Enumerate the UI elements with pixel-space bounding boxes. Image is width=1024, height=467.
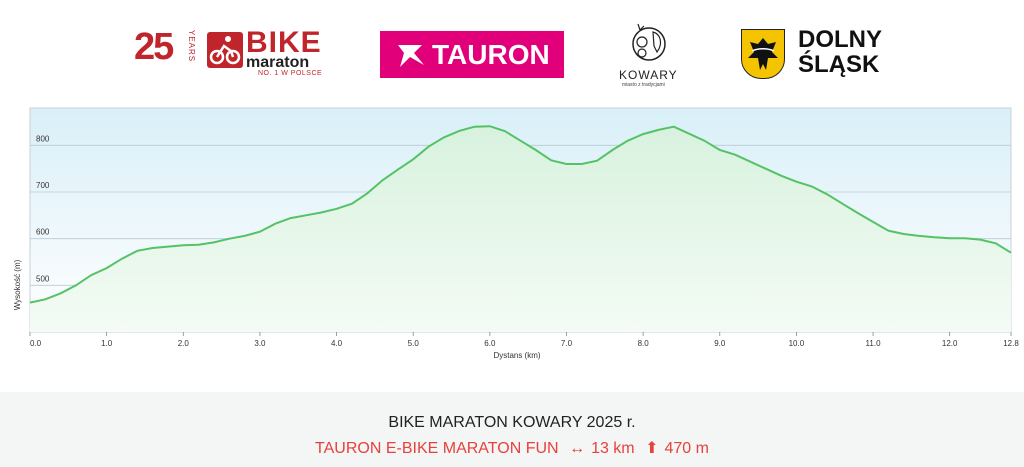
y-axis-ticks: 500 600 700 800 — [36, 134, 50, 283]
elevation-icon: ⬆ — [645, 440, 659, 457]
eagle-crest-icon — [741, 29, 785, 79]
route-elevation: 470 m — [664, 440, 709, 457]
x-tick-label: 6.0 — [484, 339, 496, 348]
elevation-area — [30, 126, 1011, 332]
route-footer: BIKE MARATON KOWARY 2025 r. TAURON E-BIK… — [0, 392, 1024, 467]
dolny-slask-name: DOLNY ŚLĄSK — [798, 27, 882, 77]
cyclist-icon — [207, 32, 243, 68]
elevation-line — [29, 125, 1012, 304]
route-name: TAURON E-BIKE MARATON FUN — [315, 440, 559, 457]
x-tick-label: 5.0 — [408, 339, 420, 348]
route-distance: 13 km — [591, 440, 635, 457]
tauron-name: TAURON — [432, 39, 550, 70]
tauron-mark-icon — [398, 45, 424, 67]
x-tick-label: 12.0 — [942, 339, 958, 348]
y-tick-label: 800 — [36, 134, 50, 143]
distance-icon: ↔ — [569, 440, 586, 457]
sponsor-logos: 25 YEARS BIKE maraton NO. 1 W POLSCE TAU… — [0, 0, 1024, 100]
x-tick-label: 12.8 — [1003, 339, 1019, 348]
years-number: 25 — [134, 26, 174, 68]
bike-maraton-tagline: NO. 1 W POLSCE — [258, 70, 323, 77]
x-tick-label: 3.0 — [254, 339, 266, 348]
event-title: BIKE MARATON KOWARY 2025 r. — [388, 414, 636, 431]
y-tick-label: 700 — [36, 181, 50, 190]
years-word: YEARS — [187, 30, 196, 63]
kowary-name: KOWARY — [619, 68, 678, 82]
x-tick-label: 2.0 — [178, 339, 190, 348]
x-tick-label: 10.0 — [789, 339, 805, 348]
kowary-crest-icon — [632, 23, 666, 61]
route-info: TAURON E-BIKE MARATON FUN ↔ 13 km ⬆ 470 m — [0, 438, 1024, 458]
dolny-slask-line2: ŚLĄSK — [798, 51, 880, 78]
bike-word: BIKE — [246, 26, 322, 59]
x-tick-label: 0.0 — [30, 339, 42, 348]
x-axis-ticks: 0.0 1.0 2.0 3.0 4.0 5.0 6.0 7.0 8.0 9.0 10.0 11.0 12… — [29, 332, 1019, 348]
y-axis-label: Wysokość (m) — [13, 259, 22, 310]
elevation-profile-chart: 0.0 1.0 2.0 3.0 4.0 5.0 6.0 7.0 8.0 9.0 10.0 11.0 12… — [0, 100, 1024, 370]
x-tick-label: 7.0 — [561, 339, 573, 348]
x-axis-label: Dystans (km) — [493, 351, 540, 360]
x-tick-label: 8.0 — [638, 339, 650, 348]
x-tick-label: 4.0 — [331, 339, 343, 348]
y-tick-label: 500 — [36, 274, 50, 283]
x-tick-label: 1.0 — [101, 339, 113, 348]
tauron-logo: TAURON — [380, 31, 564, 78]
elevation-chart-svg: 0.0 1.0 2.0 3.0 4.0 5.0 6.0 7.0 8.0 9.0 10.0 11.0 12… — [13, 107, 1019, 360]
x-tick-label: 11.0 — [866, 339, 882, 348]
maraton-word: maraton — [246, 54, 310, 71]
y-tick-label: 600 — [36, 228, 50, 237]
kowary-tagline: miasto z tradycjami — [622, 82, 665, 88]
x-tick-label: 9.0 — [714, 339, 726, 348]
dolny-slask-line1: DOLNY — [798, 26, 882, 53]
